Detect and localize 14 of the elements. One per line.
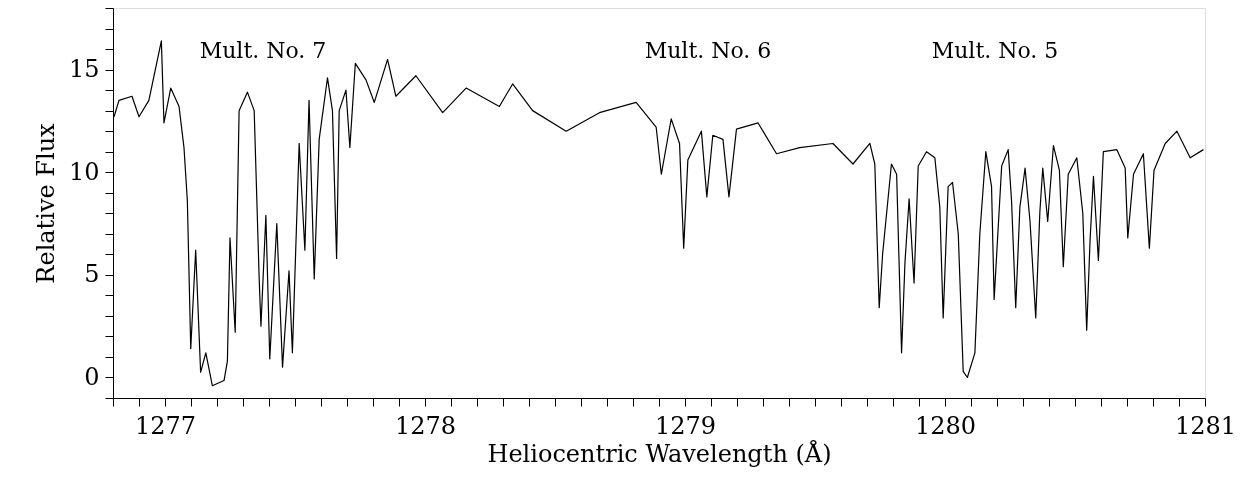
- y-axis-title: Relative Flux: [31, 122, 60, 284]
- annotation: Mult. No. 5: [931, 38, 1059, 63]
- x-tick-label: 1277: [134, 411, 197, 440]
- y-tick-label: 5: [84, 260, 100, 289]
- x-tick-label: 1281: [1174, 411, 1237, 440]
- x-tick-label: 1280: [914, 411, 977, 440]
- y-tick-label: 10: [68, 157, 100, 186]
- x-axis-title: Heliocentric Wavelength (Å): [487, 438, 832, 468]
- annotation: Mult. No. 7: [199, 38, 327, 63]
- y-tick-label: 0: [84, 362, 100, 391]
- x-tick-label: 1279: [654, 411, 717, 440]
- annotation: Mult. No. 6: [644, 38, 772, 63]
- x-tick-label: 1278: [394, 411, 457, 440]
- y-tick-label: 15: [68, 55, 100, 84]
